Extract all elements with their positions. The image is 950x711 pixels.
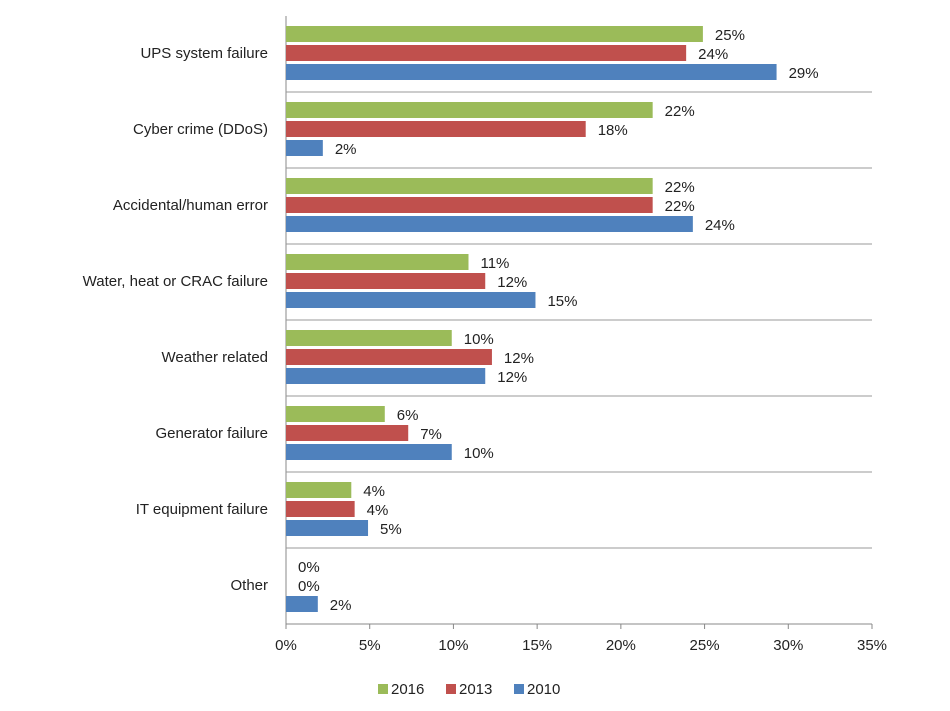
data-label: 0%	[298, 559, 320, 576]
bar	[286, 140, 323, 156]
legend-label: 2010	[527, 681, 560, 698]
y-tick-label: IT equipment failure	[136, 501, 268, 518]
legend-swatch	[514, 684, 524, 694]
bar	[286, 197, 653, 213]
bar	[286, 349, 492, 365]
bar	[286, 273, 486, 289]
data-label: 12%	[497, 369, 527, 386]
data-label: 10%	[464, 331, 494, 348]
bar	[286, 482, 352, 498]
data-label: 0%	[298, 578, 320, 595]
y-tick-label: Weather related	[162, 349, 268, 366]
data-label: 25%	[715, 27, 745, 44]
bar	[286, 520, 369, 536]
data-label: 24%	[698, 46, 728, 63]
bar	[286, 596, 318, 612]
data-label: 11%	[480, 255, 509, 272]
data-label: 12%	[504, 350, 534, 367]
bar	[286, 64, 777, 80]
bar	[286, 501, 355, 517]
x-tick-label: 20%	[606, 637, 636, 654]
legend-label: 2013	[459, 681, 492, 698]
legend-swatch	[378, 684, 388, 694]
data-label: 12%	[497, 274, 527, 291]
x-tick-label: 25%	[690, 637, 720, 654]
legend-swatch	[446, 684, 456, 694]
data-label: 24%	[705, 217, 735, 234]
bar	[286, 178, 653, 194]
data-label: 4%	[363, 483, 385, 500]
x-tick-label: 15%	[522, 637, 552, 654]
bar	[286, 102, 653, 118]
data-label: 2%	[335, 141, 357, 158]
legend-label: 2016	[391, 681, 424, 698]
data-label: 18%	[598, 122, 628, 139]
bar	[286, 444, 452, 460]
y-tick-label: Water, heat or CRAC failure	[83, 273, 268, 290]
bar	[286, 45, 687, 61]
x-tick-label: 35%	[857, 637, 887, 654]
y-tick-label: UPS system failure	[140, 45, 268, 62]
data-label: 6%	[397, 407, 419, 424]
x-tick-label: 0%	[275, 637, 297, 654]
data-label: 10%	[464, 445, 494, 462]
x-tick-label: 30%	[773, 637, 803, 654]
x-tick-label: 10%	[438, 637, 468, 654]
data-label: 15%	[547, 293, 577, 310]
data-label: 2%	[330, 597, 352, 614]
bar	[286, 216, 693, 232]
data-label: 5%	[380, 521, 402, 538]
y-tick-label: Generator failure	[155, 425, 268, 442]
bar	[286, 368, 486, 384]
data-label: 4%	[367, 502, 389, 519]
data-label: 7%	[420, 426, 442, 443]
x-tick-label: 5%	[359, 637, 381, 654]
y-tick-label: Other	[230, 577, 268, 594]
data-label: 29%	[789, 65, 819, 82]
y-tick-label: Cyber crime (DDoS)	[133, 121, 268, 138]
data-label: 22%	[665, 179, 695, 196]
bar	[286, 425, 409, 441]
bar	[286, 330, 452, 346]
y-tick-label: Accidental/human error	[113, 197, 268, 214]
bar	[286, 292, 536, 308]
data-label: 22%	[665, 198, 695, 215]
bar	[286, 406, 385, 422]
data-label: 22%	[665, 103, 695, 120]
bar	[286, 121, 586, 137]
bar	[286, 254, 469, 270]
bar	[286, 26, 703, 42]
